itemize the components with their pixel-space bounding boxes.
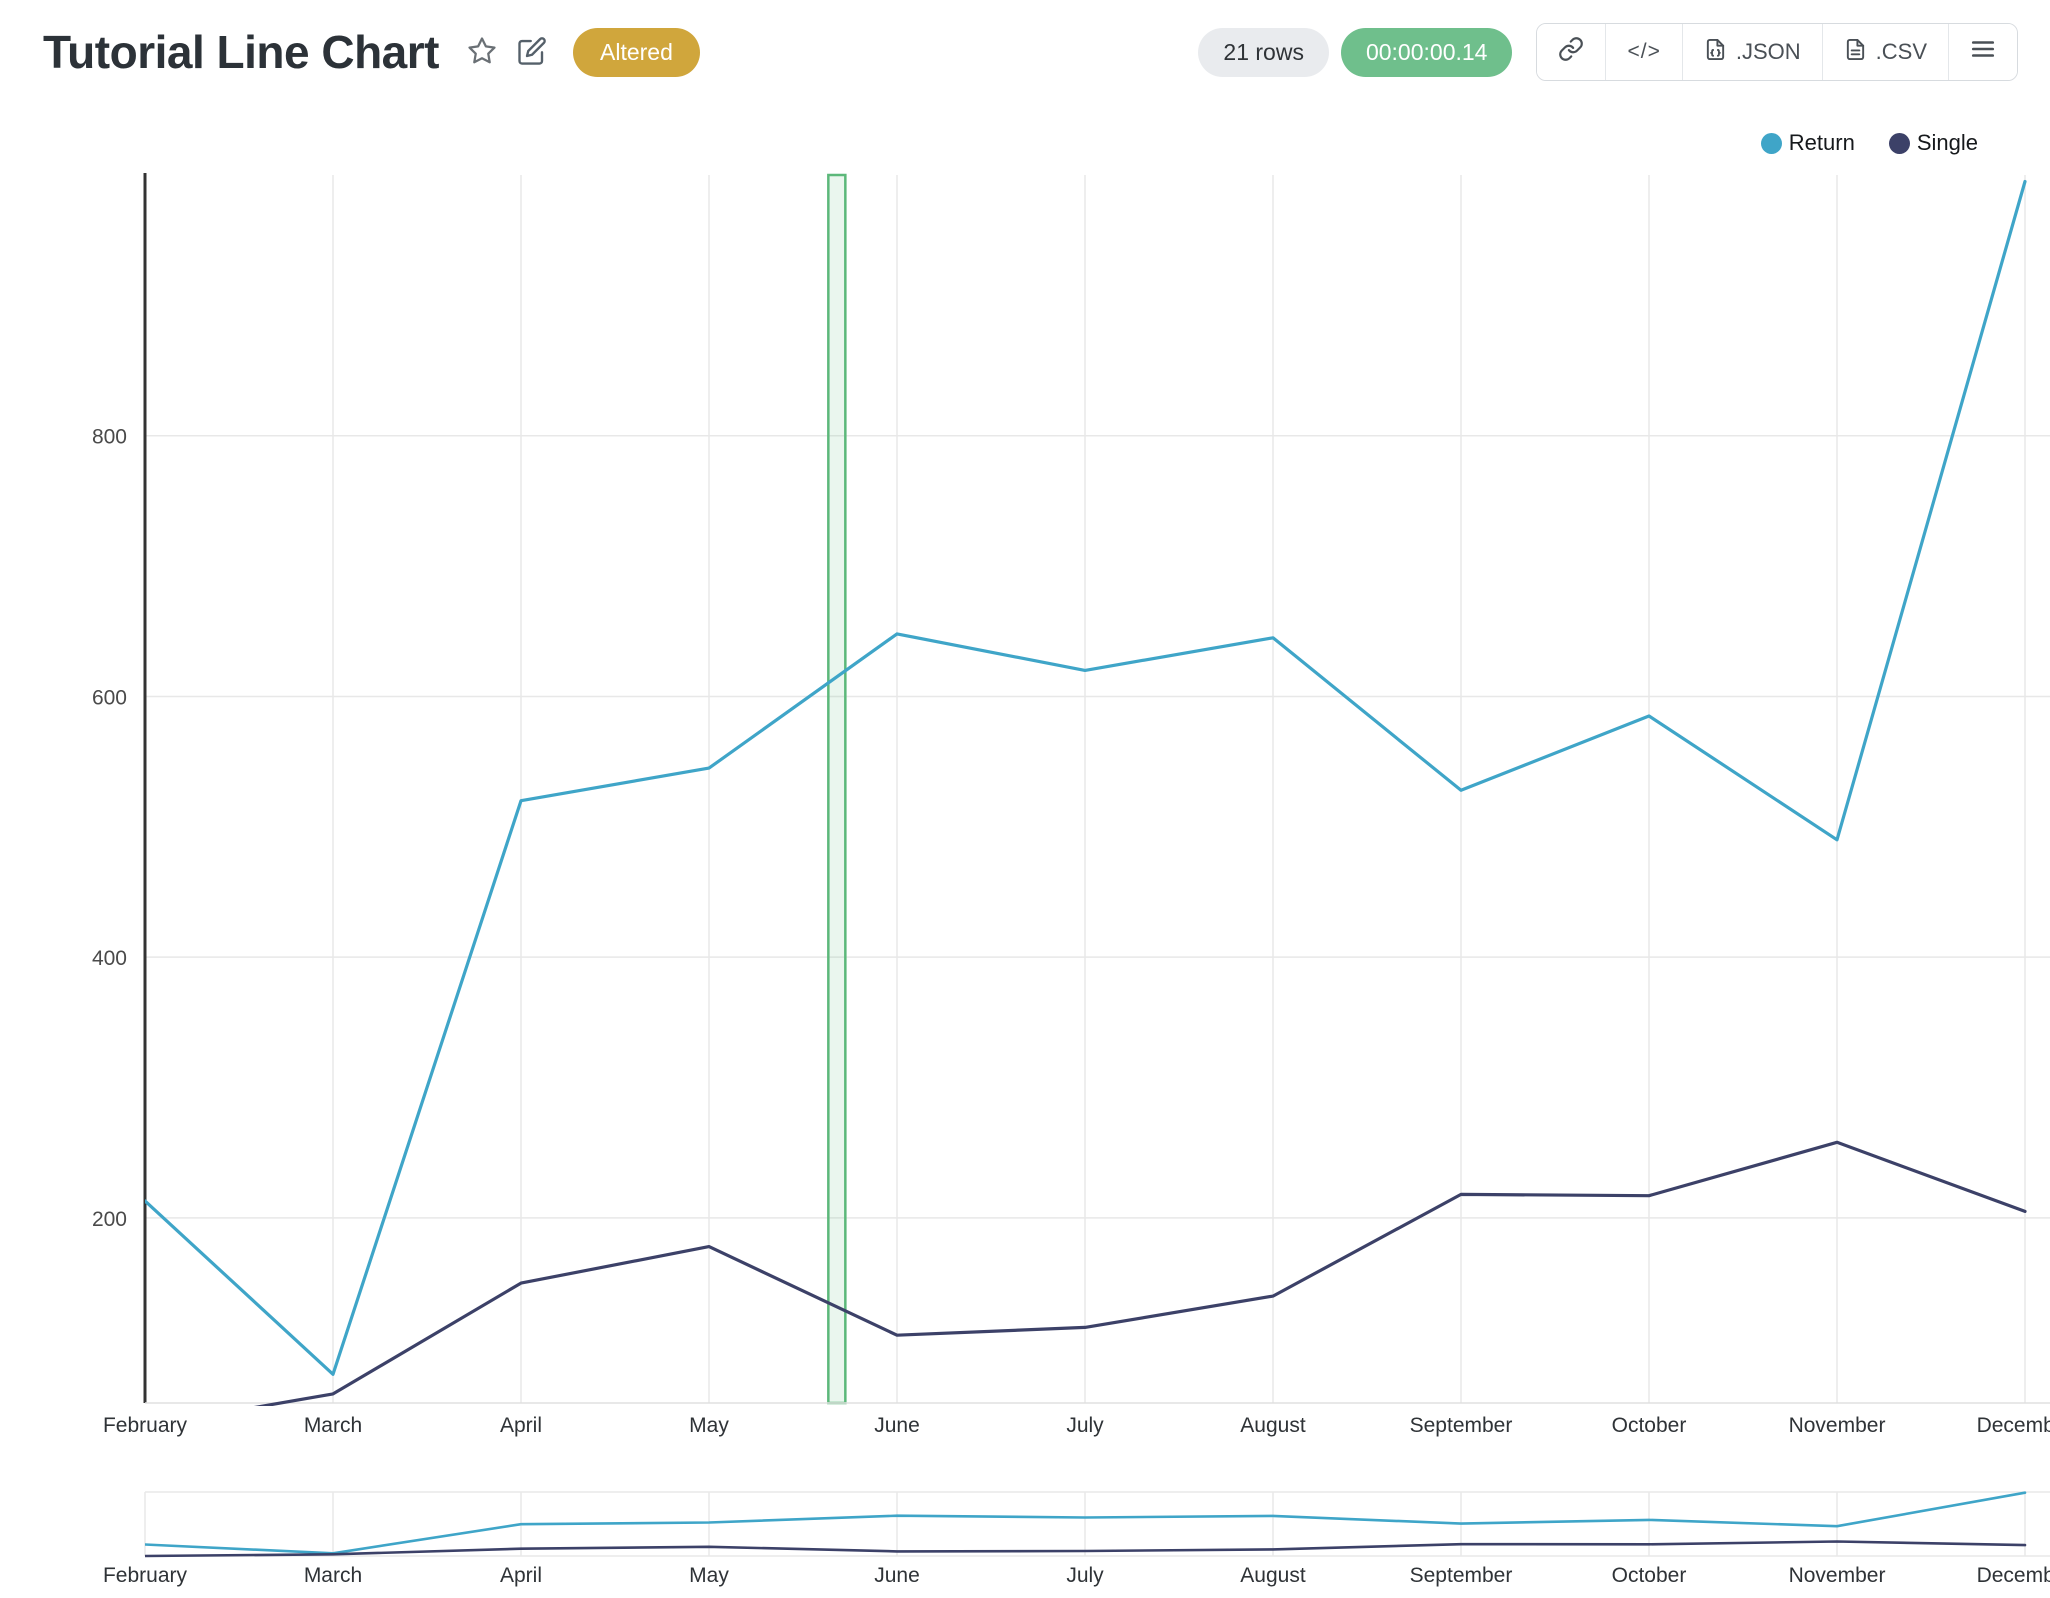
svg-text:May: May bbox=[689, 1564, 729, 1587]
legend-swatch-return bbox=[1760, 132, 1782, 154]
legend-label-single: Single bbox=[1916, 130, 1978, 155]
svg-text:August: August bbox=[1240, 1414, 1306, 1437]
svg-text:April: April bbox=[500, 1414, 542, 1437]
menu-button[interactable] bbox=[1948, 24, 2017, 80]
svg-text:March: March bbox=[304, 1414, 362, 1437]
svg-text:July: July bbox=[1066, 1414, 1104, 1437]
query-stats: 21 rows 00:00:00.14 </> bbox=[1198, 23, 2018, 81]
svg-text:April: April bbox=[500, 1564, 542, 1587]
elapsed-time-badge: 00:00:00.14 bbox=[1340, 27, 1513, 77]
svg-text:September: September bbox=[1410, 1564, 1513, 1587]
export-csv-button[interactable]: .CSV bbox=[1821, 24, 1948, 80]
star-icon bbox=[467, 36, 497, 69]
svg-text:August: August bbox=[1240, 1564, 1306, 1587]
legend-label-return: Return bbox=[1788, 130, 1855, 155]
svg-text:November: November bbox=[1789, 1564, 1886, 1587]
edit-pencil-icon bbox=[517, 36, 547, 69]
export-json-button[interactable]: .JSON bbox=[1681, 24, 1822, 80]
svg-text:June: June bbox=[874, 1564, 920, 1587]
legend-item-single[interactable]: Single bbox=[1888, 130, 1978, 156]
svg-text:October: October bbox=[1612, 1414, 1687, 1437]
svg-text:September: September bbox=[1410, 1414, 1513, 1437]
edit-title-button[interactable] bbox=[513, 32, 551, 73]
svg-text:March: March bbox=[304, 1564, 362, 1587]
export-toolbar: </> .JSON bbox=[1536, 23, 2018, 81]
svg-text:400: 400 bbox=[92, 947, 127, 970]
share-link-button[interactable] bbox=[1537, 24, 1606, 80]
svg-text:February: February bbox=[103, 1414, 188, 1437]
page-title: Tutorial Line Chart bbox=[43, 26, 440, 78]
svg-text:February: February bbox=[103, 1564, 188, 1587]
json-file-icon bbox=[1704, 38, 1727, 67]
svg-text:November: November bbox=[1789, 1414, 1886, 1437]
svg-text:October: October bbox=[1612, 1564, 1687, 1587]
legend-swatch-single bbox=[1888, 132, 1910, 154]
legend-item-return[interactable]: Return bbox=[1760, 130, 1855, 156]
altered-badge: Altered bbox=[573, 27, 700, 77]
favorite-button[interactable] bbox=[463, 32, 501, 73]
chart-legend: Return Single bbox=[1760, 130, 1978, 156]
csv-file-icon bbox=[1844, 38, 1867, 67]
row-count-badge: 21 rows bbox=[1198, 27, 1329, 77]
link-icon bbox=[1558, 36, 1584, 68]
embed-code-button[interactable]: </> bbox=[1605, 24, 1682, 80]
svg-text:May: May bbox=[689, 1414, 729, 1437]
svg-text:800: 800 bbox=[92, 426, 127, 449]
hamburger-menu-icon bbox=[1970, 36, 1996, 68]
svg-text:July: July bbox=[1066, 1564, 1104, 1587]
code-icon: </> bbox=[1627, 40, 1661, 63]
svg-text:600: 600 bbox=[92, 686, 127, 709]
export-csv-label: .CSV bbox=[1875, 39, 1927, 64]
svg-text:200: 200 bbox=[92, 1208, 127, 1231]
svg-text:June: June bbox=[874, 1414, 920, 1437]
svg-text:December: December bbox=[1977, 1564, 2050, 1587]
export-json-label: .JSON bbox=[1735, 39, 1801, 64]
svg-text:December: December bbox=[1977, 1414, 2050, 1437]
header: Tutorial Line Chart Altered 21 rows 00:0… bbox=[0, 0, 2050, 104]
